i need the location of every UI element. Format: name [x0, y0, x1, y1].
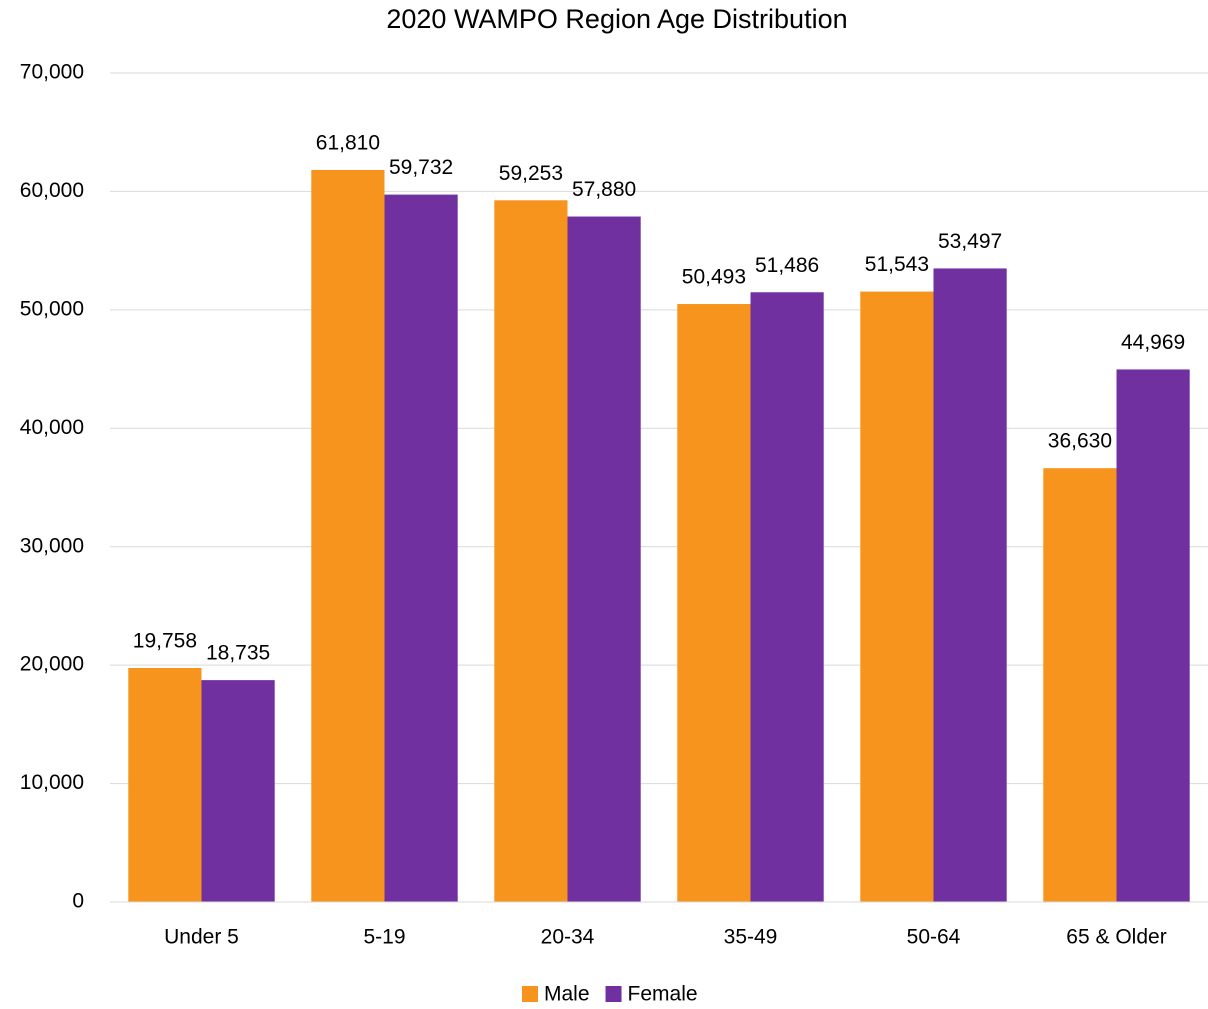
y-tick-label: 60,000: [20, 179, 84, 202]
data-label: 19,758: [133, 630, 197, 653]
bar: [311, 169, 385, 903]
chart-title: 2020 WAMPO Region Age Distribution: [386, 4, 847, 34]
bar: [1116, 369, 1190, 902]
y-tick-label: 30,000: [20, 534, 84, 557]
legend-label: Male: [544, 983, 590, 1006]
x-tick-label: 65 & Older: [1066, 926, 1166, 949]
bar: [494, 200, 568, 902]
bar: [750, 292, 824, 902]
y-tick-label: 70,000: [20, 61, 84, 84]
legend-swatch: [605, 986, 622, 1002]
bar: [567, 216, 641, 903]
y-tick-label: 20,000: [20, 653, 84, 676]
data-label: 61,810: [316, 132, 380, 155]
y-tick-label: 40,000: [20, 416, 84, 439]
data-label: 53,497: [938, 230, 1002, 253]
data-label: 59,732: [389, 156, 453, 179]
x-tick-label: 20-34: [541, 926, 595, 949]
x-tick-label: 5-19: [363, 926, 405, 949]
data-label: 57,880: [572, 178, 636, 201]
legend-swatch: [522, 986, 538, 1002]
bar: [1043, 468, 1117, 902]
bar: [677, 304, 751, 902]
data-label: 51,543: [865, 253, 929, 276]
data-label: 50,493: [682, 266, 746, 289]
data-label: 18,735: [206, 642, 270, 665]
x-tick-label: 50-64: [907, 926, 961, 949]
data-label: 59,253: [499, 162, 563, 185]
bar: [384, 194, 458, 902]
data-label: 44,969: [1121, 331, 1185, 354]
bar: [933, 268, 1007, 903]
x-tick-label: Under 5: [164, 926, 239, 949]
x-tick-label: 35-49: [724, 926, 778, 949]
bar: [201, 680, 275, 902]
y-tick-label: 50,000: [20, 297, 84, 320]
y-tick-label: 0: [72, 890, 84, 913]
bar: [128, 668, 202, 902]
y-tick-label: 10,000: [20, 771, 84, 794]
bar: [860, 291, 934, 902]
data-label: 51,486: [755, 254, 819, 277]
data-label: 36,630: [1048, 430, 1112, 453]
legend-label: Female: [628, 983, 698, 1006]
